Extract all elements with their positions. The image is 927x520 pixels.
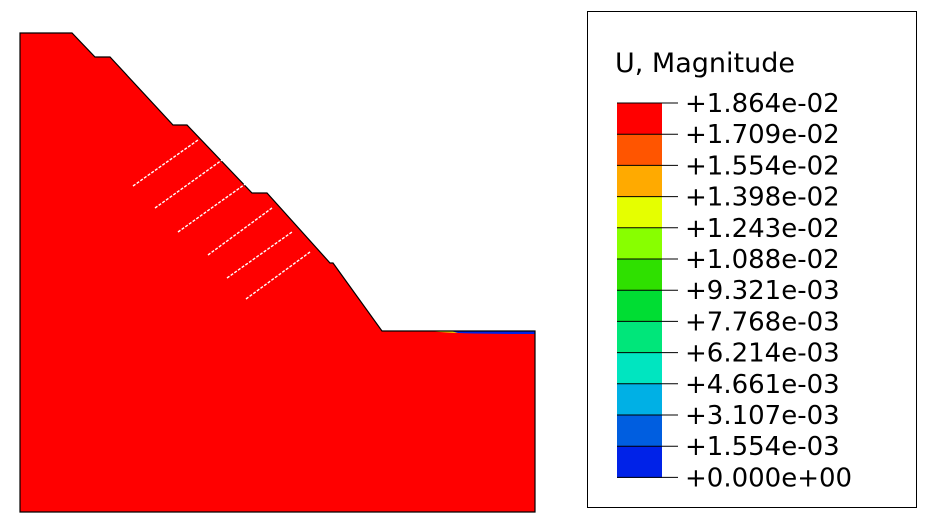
legend-swatch-3 — [617, 196, 662, 229]
legend-swatch-9 — [617, 383, 662, 416]
slope-outline — [19, 32, 536, 513]
legend-label-7: +7.768e-03 — [685, 307, 840, 337]
legend-label-3: +1.398e-02 — [685, 183, 840, 213]
legend-label-8: +6.214e-03 — [685, 339, 840, 369]
legend-swatch-0 — [617, 103, 662, 135]
legend-swatch-4 — [617, 227, 662, 260]
soil-nail-2 — [154, 159, 223, 209]
legend-swatch-7 — [617, 321, 662, 354]
legend-title: U, Magnitude — [615, 48, 795, 79]
legend-label-4: +1.243e-02 — [685, 214, 840, 244]
legend-label-9: +4.661e-03 — [685, 370, 840, 400]
legend-ticks: +1.864e-02+1.709e-02+1.554e-02+1.398e-02… — [617, 89, 852, 493]
legend-swatches — [617, 103, 662, 478]
legend-label-6: +9.321e-03 — [685, 276, 840, 306]
legend-swatch-8 — [617, 352, 662, 385]
legend-label-2: +1.554e-02 — [685, 151, 840, 181]
soil-nail-3 — [177, 181, 249, 233]
legend-label-0: +1.864e-02 — [685, 89, 840, 119]
legend-label-11: +1.554e-03 — [685, 432, 840, 462]
legend-label-12: +0.000e+00 — [685, 463, 852, 493]
legend-swatch-2 — [617, 165, 662, 198]
legend-label-5: +1.088e-02 — [685, 245, 840, 275]
legend-swatch-5 — [617, 259, 662, 291]
legend-swatch-10 — [617, 415, 662, 447]
legend-swatch-11 — [617, 446, 662, 478]
legend-label-10: +3.107e-03 — [685, 401, 840, 431]
displacement-contour-plot — [19, 32, 536, 513]
legend-swatch-6 — [617, 290, 662, 322]
legend-swatch-1 — [617, 134, 662, 166]
contour-bands — [20, 33, 535, 512]
legend-label-1: +1.709e-02 — [685, 120, 840, 150]
contour-band-11 — [20, 33, 535, 512]
soil-nail-reinforcements — [132, 139, 311, 300]
